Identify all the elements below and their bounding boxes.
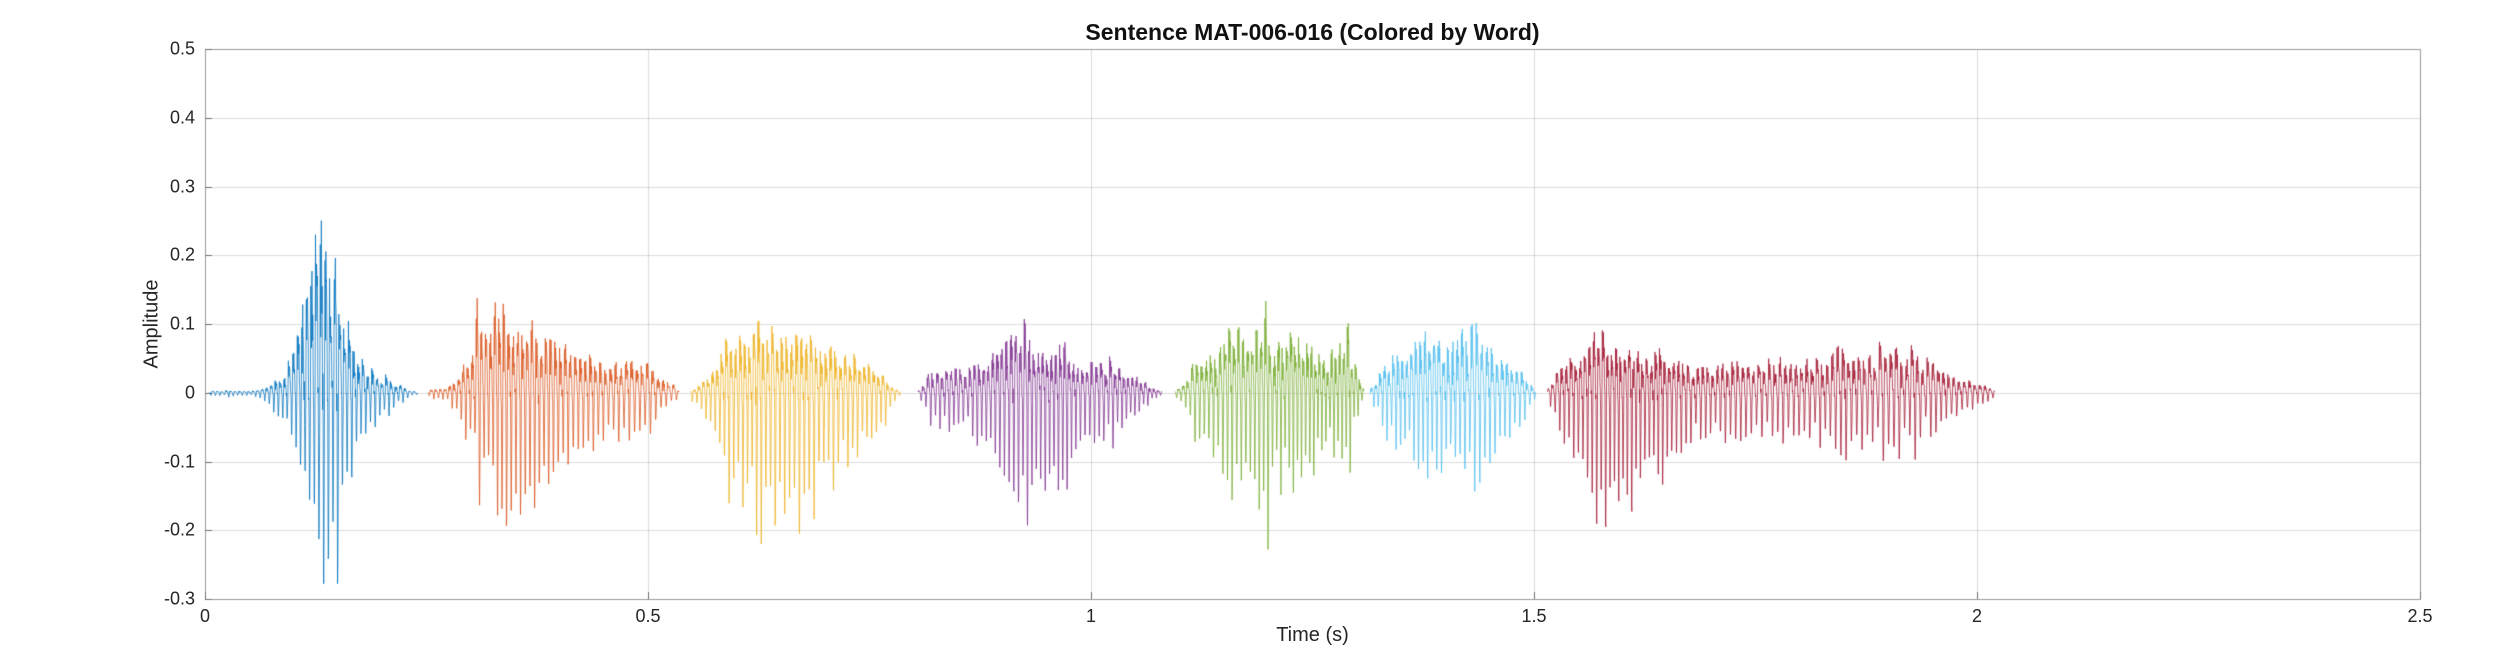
y-tick-label: 0.4 [169,107,195,128]
x-tick-label: 2.5 [2407,606,2433,626]
x-tick-label: 0 [199,606,211,626]
y-tick-label: 0.1 [169,313,195,334]
chart-title: Sentence MAT-006-016 (Colored by Word) [1085,19,1540,45]
y-tick-label: 0.5 [169,38,195,59]
x-tick-label: 2 [1971,606,1983,626]
x-axis-label: Time (s) [1276,624,1349,646]
y-tick-label: -0.2 [163,519,195,540]
y-axis-label: Amplitude [140,279,163,369]
y-tick-label: 0.3 [169,176,195,196]
y-tick-label: -0.1 [163,451,195,471]
x-tick-label: 1.5 [1521,606,1547,626]
x-tick-label: 1 [1085,606,1097,626]
x-tick-label: 0.5 [635,606,661,626]
y-tick-label: 0 [184,382,195,403]
y-tick-label: -0.3 [163,588,195,609]
y-tick-label: 0.2 [169,244,195,265]
